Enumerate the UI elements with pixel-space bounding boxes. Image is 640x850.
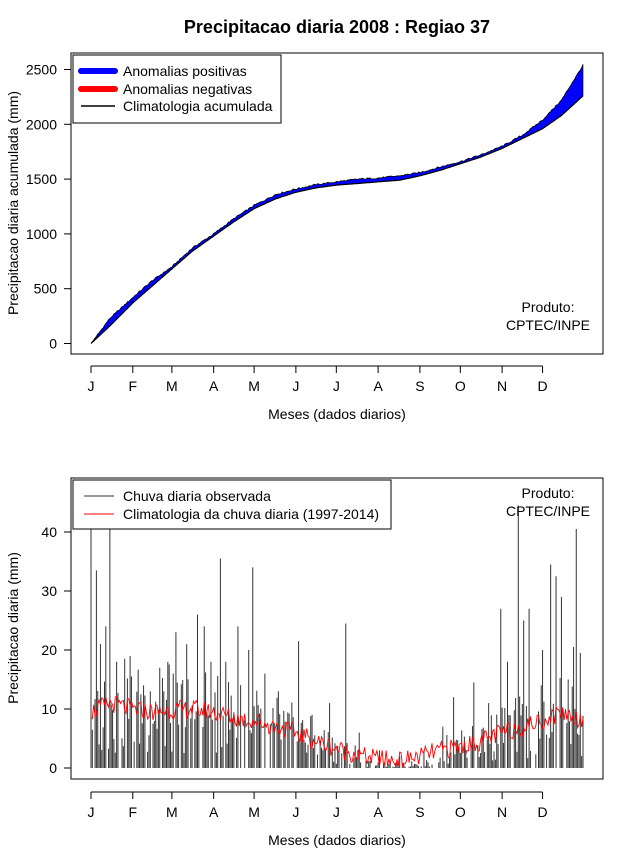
daily-precipitation-chart: 0 10 20 30 40 J F M A M J J A S O N D Precipitacao diar… bbox=[5, 477, 604, 848]
legend-label-climatology: Climatologia acumulada bbox=[123, 98, 273, 114]
x-tick-label: D bbox=[537, 804, 547, 820]
y-tick-label: 1500 bbox=[26, 171, 57, 187]
product-label: Produto: bbox=[522, 299, 575, 315]
climatology-line bbox=[90, 695, 584, 768]
x-tick-label: J bbox=[292, 378, 299, 394]
legend: Chuva diaria observada Climatologia da c… bbox=[72, 479, 392, 530]
climatology-daily-line bbox=[90, 695, 584, 768]
x-tick-label: A bbox=[209, 804, 219, 820]
observed-cumulative-line bbox=[90, 64, 584, 344]
y-tick-label: 20 bbox=[41, 642, 57, 658]
legend-label-climatology: Climatologia da chuva diaria (1997-2014) bbox=[123, 506, 379, 522]
x-tick-label: M bbox=[166, 378, 178, 394]
product-source: CPTEC/INPE bbox=[506, 503, 590, 519]
legend-box bbox=[72, 479, 392, 530]
climatology-cumulative-line bbox=[90, 95, 584, 344]
x-tick-label: A bbox=[209, 378, 219, 394]
y-tick-label: 0 bbox=[49, 760, 57, 776]
x-tick-label: F bbox=[129, 804, 138, 820]
observed-bars bbox=[90, 505, 584, 768]
x-tick-label: N bbox=[497, 378, 507, 394]
x-tick-label: M bbox=[248, 804, 260, 820]
legend: Anomalias positivas Anomalias negativas … bbox=[72, 54, 282, 124]
x-tick-label: A bbox=[373, 378, 383, 394]
y-tick-label: 40 bbox=[41, 524, 57, 540]
x-tick-label: F bbox=[129, 378, 138, 394]
x-tick-label: D bbox=[537, 378, 547, 394]
x-tick-label: O bbox=[455, 378, 466, 394]
x-axis-label: Meses (dados diarios) bbox=[268, 406, 406, 422]
product-source: CPTEC/INPE bbox=[506, 317, 590, 333]
y-axis: 0 500 1000 1500 2000 2500 bbox=[26, 62, 72, 352]
figure-title: Precipitacao diaria 2008 : Regiao 37 bbox=[184, 17, 490, 37]
y-axis-label: Precipitacao diaria acumulada (mm) bbox=[5, 91, 21, 315]
legend-label-observed: Chuva diaria observada bbox=[123, 488, 271, 504]
y-tick-label: 30 bbox=[41, 583, 57, 599]
x-tick-label: J bbox=[333, 804, 340, 820]
x-tick-label: M bbox=[248, 378, 260, 394]
x-tick-label: J bbox=[88, 804, 95, 820]
x-tick-label: J bbox=[292, 804, 299, 820]
y-tick-label: 500 bbox=[34, 281, 58, 297]
y-axis: 0 10 20 30 40 bbox=[41, 524, 72, 776]
x-tick-label: J bbox=[333, 378, 340, 394]
x-tick-label: J bbox=[88, 378, 95, 394]
y-tick-label: 0 bbox=[49, 336, 57, 352]
anomaly-area bbox=[90, 64, 584, 344]
y-tick-label: 1000 bbox=[26, 226, 57, 242]
product-label: Produto: bbox=[522, 485, 575, 501]
y-tick-label: 10 bbox=[41, 701, 57, 717]
y-axis-label: Precipitacao diaria (mm) bbox=[5, 552, 21, 704]
x-tick-label: O bbox=[455, 804, 466, 820]
x-axis-label: Meses (dados diarios) bbox=[268, 832, 406, 848]
legend-label-positive: Anomalias positivas bbox=[123, 63, 247, 79]
y-tick-label: 2500 bbox=[26, 62, 57, 78]
x-tick-label: A bbox=[373, 804, 383, 820]
y-tick-label: 2000 bbox=[26, 116, 57, 132]
x-tick-label: N bbox=[497, 804, 507, 820]
legend-label-negative: Anomalias negativas bbox=[123, 81, 252, 97]
x-tick-label: S bbox=[415, 804, 424, 820]
accumulated-precipitation-chart: 0 500 1000 1500 2000 2500 J F M A M J J A S O N D Precip… bbox=[5, 52, 604, 422]
x-tick-label: S bbox=[415, 378, 424, 394]
x-tick-label: M bbox=[166, 804, 178, 820]
